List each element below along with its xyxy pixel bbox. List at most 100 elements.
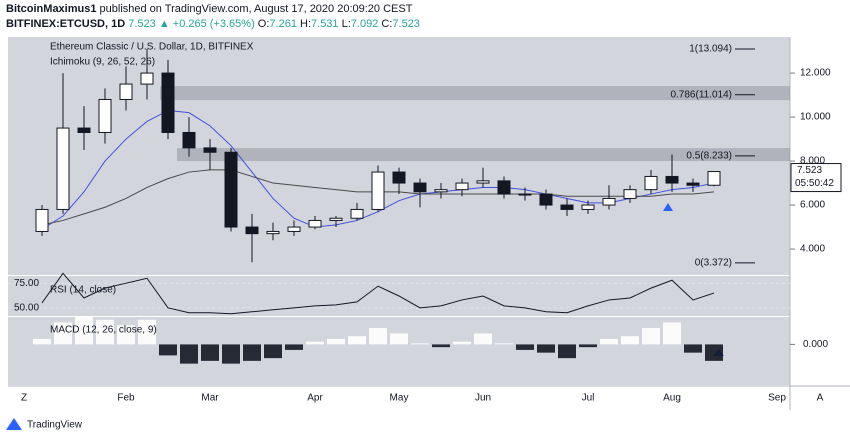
x-tick-label: Apr: [307, 393, 323, 404]
candle-body: [518, 193, 532, 196]
candle-body: [455, 182, 469, 191]
y-tick-label: 4.000: [800, 244, 825, 255]
candle-body: [329, 217, 343, 221]
x-tick-label: Jun: [475, 393, 491, 404]
candle-body: [581, 204, 595, 210]
histogram-bar: [306, 341, 324, 345]
y-tick-label: 8.000: [800, 156, 825, 167]
candle-body: [287, 226, 301, 232]
rsi-line: [41, 272, 715, 315]
histogram-bar: [369, 327, 387, 345]
low-key: L:: [342, 18, 351, 30]
x-tick-label: May: [390, 393, 409, 404]
histogram-bar: [264, 344, 282, 359]
published: published on TradingView.com, August 17,…: [100, 3, 413, 15]
candle-body: [140, 72, 154, 85]
y-tick-label: 6.000: [800, 200, 825, 211]
y-tick-label: 75.00: [14, 278, 39, 289]
candle-body: [434, 189, 448, 193]
indicator-label: RSI (14, close): [50, 285, 116, 296]
candle-body: [350, 208, 364, 219]
candle-body: [224, 151, 238, 228]
change: ▲ +0.265 (+3.65%): [159, 18, 255, 30]
candle-body: [497, 180, 511, 195]
x-tick-label: Sep: [768, 393, 786, 404]
candle-body: [203, 147, 217, 153]
x-tick-label: Mar: [201, 393, 219, 404]
histogram-bar: [180, 344, 198, 364]
histogram-bar: [663, 322, 681, 345]
x-tick-label: Jul: [582, 393, 595, 404]
fib-zone: [177, 148, 790, 162]
fib-label: 0.786(11.014): [670, 89, 732, 100]
histogram-bar: [243, 344, 261, 361]
y-tick-label: 50.00: [14, 302, 39, 313]
price: 7.523: [128, 18, 156, 30]
histogram-bar: [285, 344, 303, 350]
candle-body: [686, 182, 700, 186]
histogram-bar: [222, 344, 240, 364]
candle-body: [77, 127, 91, 133]
candle-body: [560, 204, 574, 210]
histogram-bar: [558, 344, 576, 359]
candle-body: [35, 208, 49, 232]
price-tag: [790, 163, 842, 193]
fib-label: 1(13.094): [689, 44, 732, 55]
y-tick-label: 12.000: [800, 68, 831, 79]
candle-body: [119, 83, 133, 100]
candle-body: [539, 193, 553, 206]
candle-body: [476, 180, 490, 184]
brand[interactable]: TradingView: [6, 418, 83, 431]
last-price: 7.523: [797, 165, 822, 176]
candle-body: [392, 171, 406, 184]
y-tick-label: 10.000: [800, 112, 831, 123]
candle-body: [644, 175, 658, 191]
candle-body: [413, 182, 427, 193]
histogram-bar: [432, 344, 450, 348]
histogram-bar: [327, 338, 345, 345]
histogram-bar: [390, 333, 408, 345]
fib-label: 0.5(8.233): [686, 151, 732, 162]
signal-arrow: [663, 203, 673, 211]
candle-body: [56, 127, 70, 210]
histogram-bar: [54, 322, 72, 345]
goto-button[interactable]: Z: [21, 393, 27, 404]
close-key: C:: [381, 18, 392, 30]
header-line-1: BitcoinMaximus1 published on TradingView…: [6, 3, 413, 15]
header-line-2: BITFINEX:ETCUSD, 1D 7.523 ▲ +0.265 (+3.6…: [6, 18, 420, 30]
x-tick-label: Feb: [117, 393, 135, 404]
high-key: H:: [300, 18, 311, 30]
candle-body: [161, 72, 175, 133]
candle-body: [266, 230, 280, 235]
candle-body: [665, 175, 679, 184]
y-tick-label: 0.000: [803, 339, 828, 350]
histogram-bar: [474, 333, 492, 345]
brand-name[interactable]: TradingView: [27, 420, 83, 431]
close-value: 7.523: [392, 18, 420, 30]
histogram-bar: [201, 344, 219, 361]
x-tick-label: Aug: [663, 393, 681, 404]
histogram-bar: [453, 341, 471, 345]
candle-body: [182, 131, 196, 149]
chart-title: Ethereum Classic / U.S. Dollar, 1D, BITF…: [50, 42, 254, 53]
open-key: O:: [258, 18, 270, 30]
symbol: BITFINEX:ETCUSD, 1D: [6, 18, 125, 30]
candle-body: [623, 189, 637, 199]
histogram-bar: [684, 344, 702, 353]
countdown: 05:50:42: [795, 178, 834, 189]
auto-scale-button[interactable]: A: [817, 393, 824, 404]
open-value: 7.261: [269, 18, 297, 30]
author: BitcoinMaximus1: [6, 3, 96, 15]
histogram-bar: [705, 344, 723, 361]
candle-body: [245, 226, 259, 235]
histogram-bar: [537, 344, 555, 353]
histogram-bar: [516, 344, 534, 350]
histogram-bar: [411, 343, 429, 345]
histogram-bar: [642, 327, 660, 345]
histogram-bar: [96, 319, 114, 345]
histogram-bar: [33, 338, 51, 345]
brand-logo[interactable]: [6, 418, 22, 430]
histogram-bar: [138, 319, 156, 345]
moving-average: [41, 109, 715, 230]
